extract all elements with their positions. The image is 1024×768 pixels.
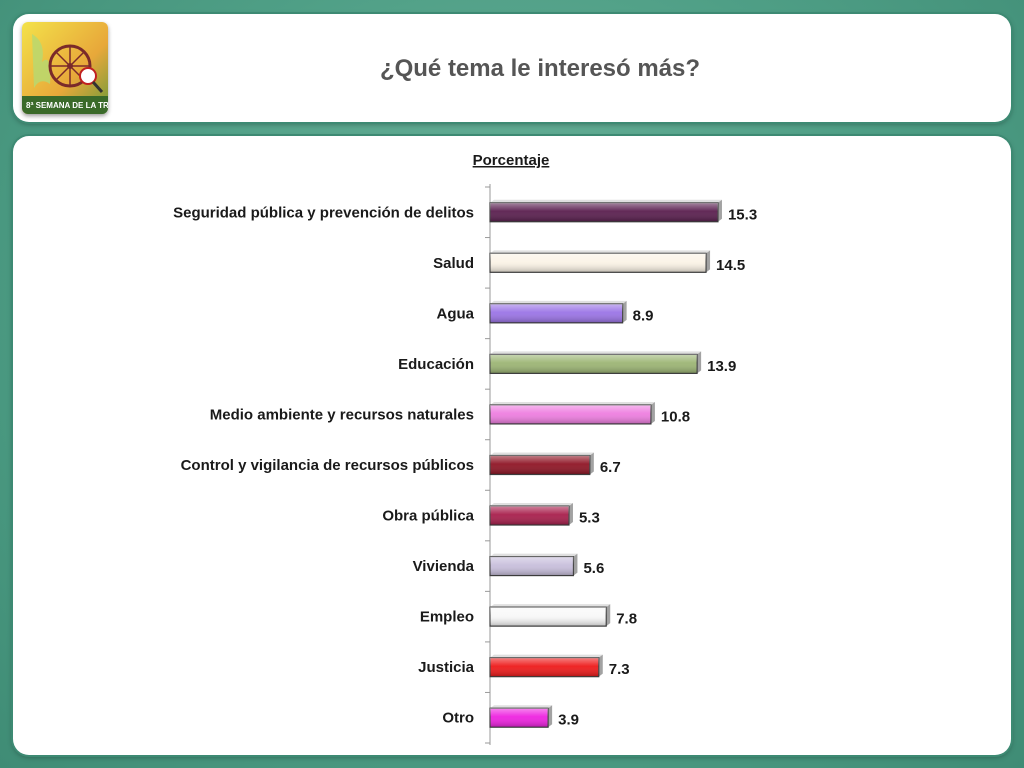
bar-top (490, 553, 578, 557)
bar-shine (490, 708, 549, 728)
logo-text: 8ª SEMANA DE LA TRANSPARENCIA (26, 101, 108, 110)
bar-depth (706, 250, 711, 273)
bar-depth (568, 503, 573, 526)
bar-shine (490, 657, 599, 677)
transparency-week-logo-icon: 8ª SEMANA DE LA TRANSPARENCIA (22, 22, 108, 114)
bar-shine (490, 607, 607, 627)
bar-depth (717, 199, 722, 222)
bar-depth (548, 705, 553, 728)
bar-top (490, 401, 655, 405)
bar-top (490, 654, 603, 658)
value-label: 8.9 (633, 307, 654, 324)
category-label: Otro (442, 710, 474, 727)
value-label: 13.9 (707, 358, 736, 375)
page-title: ¿Qué tema le interesó más? (379, 55, 701, 82)
bar-shine (490, 354, 698, 374)
bar-shine (490, 404, 651, 424)
category-label: Obra pública (382, 508, 474, 525)
bar-shine (490, 556, 574, 576)
chart-panel: Porcentaje Seguridad pública y prevenció… (13, 136, 1011, 755)
category-label: Control y vigilancia de recursos público… (181, 457, 474, 474)
bar-top (490, 300, 627, 304)
value-label: 5.6 (583, 560, 604, 577)
category-label: Vivienda (413, 558, 475, 575)
bar-top (490, 351, 702, 355)
category-label: Justicia (418, 659, 475, 676)
value-label: 15.3 (728, 206, 757, 223)
bar-depth (697, 351, 702, 374)
bar-chart: Porcentaje Seguridad pública y prevenció… (173, 152, 757, 745)
bar-shine (490, 253, 707, 273)
chart-title: Porcentaje (473, 152, 550, 169)
category-label: Educación (398, 356, 474, 373)
bar-depth (589, 452, 594, 475)
bar-shine (490, 506, 569, 526)
bar-top (490, 503, 573, 507)
value-label: 5.3 (579, 510, 600, 527)
bar-top (490, 604, 611, 608)
bar-depth (622, 300, 627, 323)
value-label: 6.7 (600, 459, 621, 476)
value-label: 7.8 (616, 611, 637, 628)
value-label: 3.9 (558, 712, 579, 729)
bar-top (490, 250, 711, 254)
value-label: 14.5 (716, 257, 745, 274)
bar-depth (598, 654, 603, 677)
bar-top (490, 199, 722, 203)
header-panel (13, 14, 1011, 122)
category-label: Medio ambiente y recursos naturales (210, 406, 474, 423)
bar-top (490, 705, 553, 709)
category-label: Salud (433, 255, 474, 272)
bar-shine (490, 202, 718, 222)
category-label: Empleo (420, 609, 474, 626)
bar-shine (490, 303, 623, 323)
bar-depth (650, 401, 655, 424)
category-label: Seguridad pública y prevención de delito… (173, 204, 474, 221)
bar-depth (573, 553, 578, 576)
bar-top (490, 452, 594, 456)
bar-shine (490, 455, 590, 475)
category-label: Agua (437, 305, 475, 322)
value-label: 7.3 (609, 661, 630, 678)
bar-depth (606, 604, 611, 627)
value-label: 10.8 (661, 408, 690, 425)
